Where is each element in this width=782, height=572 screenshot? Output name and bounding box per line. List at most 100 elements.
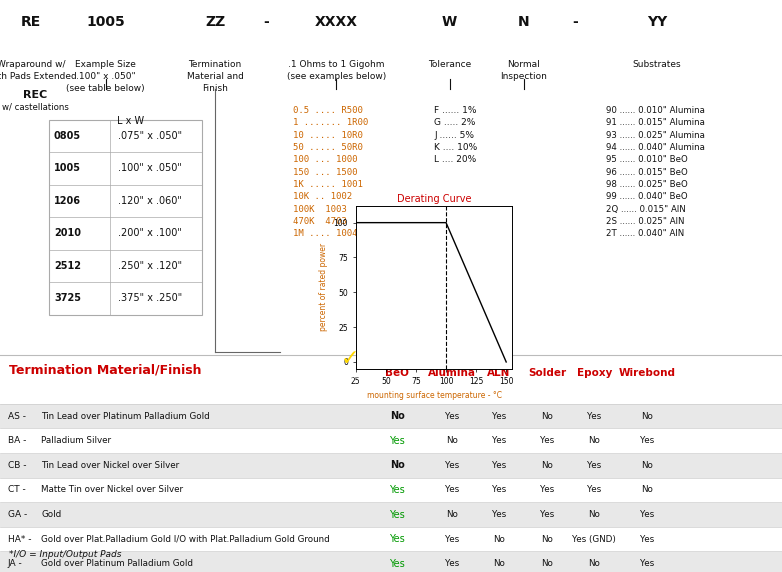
Text: No: No	[588, 559, 601, 568]
Bar	[49, 120, 202, 315]
Text: Yes: Yes	[389, 559, 405, 569]
Text: No: No	[541, 461, 554, 470]
Text: 94 ...... 0.040" Alumina: 94 ...... 0.040" Alumina	[606, 143, 705, 152]
Text: BeO: BeO	[386, 368, 409, 378]
Text: L x W: L x W	[117, 116, 144, 125]
Text: G ..... 2%: G ..... 2%	[434, 118, 475, 127]
Text: Yes: Yes	[540, 436, 554, 445]
Text: JA -: JA -	[8, 559, 23, 568]
Text: 1206: 1206	[54, 196, 81, 206]
Text: L .... 20%: L .... 20%	[434, 155, 476, 164]
Bar	[0, 454, 782, 478]
Text: Yes: Yes	[445, 461, 459, 470]
Text: Yes: Yes	[492, 436, 506, 445]
Text: Yes: Yes	[492, 510, 506, 519]
Text: Yes: Yes	[389, 534, 405, 544]
Text: F ...... 1%: F ...... 1%	[434, 106, 476, 115]
Text: 150 ... 1500: 150 ... 1500	[293, 168, 357, 177]
Text: HA* -: HA* -	[8, 535, 31, 543]
Text: No: No	[588, 436, 601, 445]
Text: Yes: Yes	[640, 559, 655, 568]
Text: .200" x .100": .200" x .100"	[118, 228, 182, 239]
Text: REC: REC	[23, 90, 48, 100]
Text: .250" x .120": .250" x .120"	[118, 261, 182, 271]
Text: 1M .... 1004: 1M .... 1004	[293, 229, 357, 239]
Text: w/ castellations: w/ castellations	[2, 103, 69, 112]
Text: 0805: 0805	[54, 131, 81, 141]
Text: *I/O = Input/Output Pads: *I/O = Input/Output Pads	[9, 550, 122, 559]
Text: Epoxy: Epoxy	[576, 368, 612, 378]
Text: No: No	[588, 510, 601, 519]
Text: No: No	[390, 411, 404, 421]
Text: RE: RE	[21, 15, 41, 29]
Text: 93 ...... 0.025" Alumina: 93 ...... 0.025" Alumina	[606, 130, 705, 140]
Text: 100 ... 1000: 100 ... 1000	[293, 155, 357, 164]
Text: Tin Lead over Nickel over Silver: Tin Lead over Nickel over Silver	[41, 461, 180, 470]
Text: 1005: 1005	[54, 164, 81, 173]
Text: Matte Tin over Nickel over Silver: Matte Tin over Nickel over Silver	[41, 486, 184, 494]
Text: J ...... 5%: J ...... 5%	[434, 130, 474, 140]
Text: .375" x .250": .375" x .250"	[118, 293, 182, 303]
Text: BA -: BA -	[8, 436, 26, 445]
Text: 2Q ...... 0.015" AlN: 2Q ...... 0.015" AlN	[606, 205, 686, 214]
Text: Palladium Silver: Palladium Silver	[41, 436, 112, 445]
Text: Yes: Yes	[587, 486, 601, 494]
Text: No: No	[541, 412, 554, 420]
Text: 96 ...... 0.015" BeO: 96 ...... 0.015" BeO	[606, 168, 688, 177]
Text: No: No	[446, 510, 458, 519]
Bar	[0, 552, 782, 572]
Text: 1 ....... 1R00: 1 ....... 1R00	[293, 118, 368, 127]
Text: Yes: Yes	[389, 436, 405, 446]
Bar	[0, 429, 782, 453]
Bar	[0, 527, 782, 551]
Text: CB -: CB -	[8, 461, 27, 470]
Text: Yes: Yes	[492, 412, 506, 420]
Text: No: No	[541, 559, 554, 568]
Text: No: No	[493, 559, 505, 568]
Text: 100K  1003: 100K 1003	[293, 205, 347, 214]
Text: Yes: Yes	[445, 486, 459, 494]
X-axis label: mounting surface temperature - °C: mounting surface temperature - °C	[367, 391, 501, 400]
Text: Gold over Platinum Palladium Gold: Gold over Platinum Palladium Gold	[41, 559, 193, 568]
Text: K .... 10%: K .... 10%	[434, 143, 477, 152]
Text: AS -: AS -	[8, 412, 26, 420]
Text: 1005: 1005	[86, 15, 125, 29]
Text: Solder: Solder	[529, 368, 566, 378]
Text: ZZ: ZZ	[205, 15, 225, 29]
Text: 99 ...... 0.040" BeO: 99 ...... 0.040" BeO	[606, 192, 687, 201]
Text: No: No	[390, 460, 404, 470]
Text: Normal
Inspection: Normal Inspection	[500, 60, 547, 81]
Title: Derating Curve: Derating Curve	[396, 194, 472, 204]
Text: 2512: 2512	[54, 261, 81, 271]
Text: Yes: Yes	[445, 412, 459, 420]
Text: Yes: Yes	[445, 559, 459, 568]
Text: No: No	[641, 412, 654, 420]
Text: Yes: Yes	[640, 535, 655, 543]
Bar	[0, 503, 782, 527]
Text: 2010: 2010	[54, 228, 81, 239]
Text: 2S ...... 0.025" AlN: 2S ...... 0.025" AlN	[606, 217, 684, 226]
Text: Yes: Yes	[540, 486, 554, 494]
Text: 10 ..... 10R0: 10 ..... 10R0	[293, 130, 363, 140]
Text: Yes: Yes	[445, 535, 459, 543]
Bar	[0, 404, 782, 428]
Text: Termination Material/Finish: Termination Material/Finish	[9, 363, 202, 376]
Text: COMPLIANT: COMPLIANT	[335, 374, 365, 379]
Text: Alumina: Alumina	[428, 368, 476, 378]
Text: .120" x .060": .120" x .060"	[118, 196, 182, 206]
Text: ✓: ✓	[341, 349, 360, 369]
Text: YY: YY	[647, 15, 667, 29]
Text: Wraparound w/
Both Pads Extended: Wraparound w/ Both Pads Extended	[0, 60, 77, 81]
Text: Termination
Material and
Finish: Termination Material and Finish	[187, 60, 243, 93]
Text: Yes: Yes	[640, 510, 655, 519]
Text: Yes: Yes	[587, 461, 601, 470]
Text: Yes (GND): Yes (GND)	[572, 535, 616, 543]
Text: XXXX: XXXX	[315, 15, 357, 29]
Text: .1 Ohms to 1 Gigohm
(see examples below): .1 Ohms to 1 Gigohm (see examples below)	[287, 60, 386, 81]
Text: Tolerance: Tolerance	[428, 60, 472, 69]
Text: ALN: ALN	[487, 368, 511, 378]
Text: 2T ...... 0.040" AlN: 2T ...... 0.040" AlN	[606, 229, 684, 239]
Text: Gold: Gold	[41, 510, 62, 519]
Text: Wirebond: Wirebond	[619, 368, 676, 378]
Text: Tin Lead over Platinum Palladium Gold: Tin Lead over Platinum Palladium Gold	[41, 412, 210, 420]
